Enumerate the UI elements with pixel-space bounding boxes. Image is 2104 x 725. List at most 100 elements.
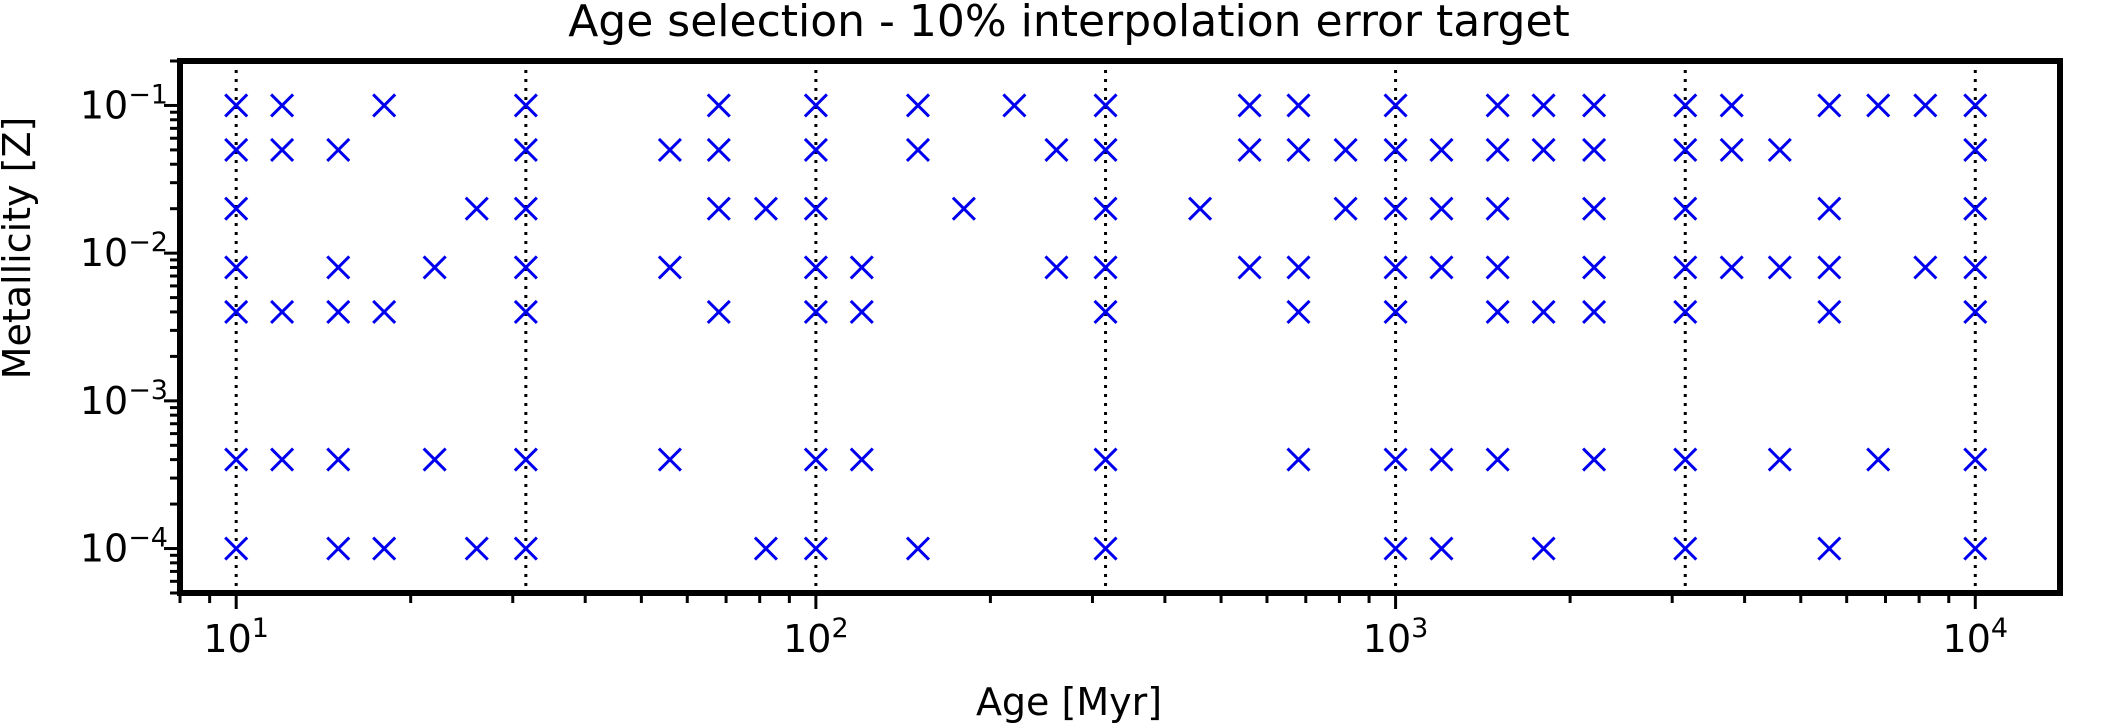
data-point-marker <box>1582 447 1607 472</box>
data-point-marker <box>513 447 538 472</box>
data-point-marker <box>753 196 778 221</box>
data-point-marker <box>513 536 538 561</box>
data-point-marker <box>1817 93 1842 118</box>
data-point-marker <box>1673 447 1698 472</box>
data-point-marker <box>803 299 828 324</box>
data-point-marker <box>1093 536 1118 561</box>
data-point-marker <box>513 137 538 162</box>
data-point-marker <box>905 137 931 162</box>
data-point-marker <box>1002 93 1027 118</box>
data-point-marker <box>513 299 538 324</box>
data-point-marker <box>1485 137 1510 162</box>
data-point-marker <box>224 255 249 280</box>
data-point-marker <box>1286 255 1311 280</box>
data-point-marker <box>1383 196 1408 221</box>
data-point-marker <box>1429 447 1454 472</box>
data-point-marker <box>1237 255 1262 280</box>
x-tick-label: 104 <box>1943 613 2009 661</box>
data-point-marker <box>1913 255 1938 280</box>
data-point-marker <box>1719 137 1744 162</box>
data-point-marker <box>1093 255 1118 280</box>
data-point-marker <box>1866 93 1891 118</box>
data-point-marker <box>372 93 397 118</box>
data-point-marker <box>1767 255 1792 280</box>
data-point-marker <box>753 536 778 561</box>
data-point-marker <box>1582 255 1607 280</box>
data-point-marker <box>270 137 295 162</box>
data-markers <box>224 93 1988 561</box>
data-point-marker <box>905 93 931 118</box>
data-point-marker <box>803 137 828 162</box>
data-point-marker <box>422 255 447 280</box>
major-ticks <box>164 103 1977 609</box>
data-point-marker <box>1093 93 1118 118</box>
data-point-marker <box>270 299 295 324</box>
data-point-marker <box>464 536 489 561</box>
data-point-marker <box>803 196 828 221</box>
data-point-marker <box>1673 536 1698 561</box>
data-point-marker <box>1093 196 1118 221</box>
x-tick-label: 103 <box>1363 613 1429 661</box>
data-point-marker <box>372 299 397 324</box>
y-tick-label: 10−2 <box>80 227 168 275</box>
data-point-marker <box>1963 299 1988 324</box>
y-tick-label: 10−4 <box>80 523 168 571</box>
data-point-marker <box>1429 196 1454 221</box>
data-point-marker <box>1673 299 1698 324</box>
data-point-marker <box>1963 137 1988 162</box>
data-point-marker <box>1286 93 1311 118</box>
data-point-marker <box>1913 93 1938 118</box>
minor-ticks <box>170 59 1951 603</box>
data-point-marker <box>1582 137 1607 162</box>
data-point-marker <box>1963 93 1988 118</box>
x-tick-label: 101 <box>203 613 269 661</box>
data-point-marker <box>1286 447 1311 472</box>
data-point-marker <box>513 196 538 221</box>
data-point-marker <box>422 447 447 472</box>
data-point-marker <box>1673 137 1698 162</box>
data-point-marker <box>1044 137 1069 162</box>
data-point-marker <box>1963 536 1988 561</box>
data-point-marker <box>1963 255 1988 280</box>
data-point-marker <box>1383 137 1408 162</box>
data-point-marker <box>1866 447 1891 472</box>
data-point-marker <box>1767 137 1792 162</box>
data-point-marker <box>1188 196 1213 221</box>
data-point-marker <box>1485 196 1510 221</box>
data-point-marker <box>1333 137 1358 162</box>
data-point-marker <box>1531 137 1556 162</box>
plot-area-frame <box>177 58 2063 596</box>
data-point-marker <box>1429 255 1454 280</box>
data-point-marker <box>1817 299 1842 324</box>
x-tick-label: 102 <box>783 613 849 661</box>
data-point-marker <box>372 536 397 561</box>
data-point-marker <box>1383 93 1408 118</box>
data-point-marker <box>905 536 931 561</box>
data-point-marker <box>803 447 828 472</box>
data-point-marker <box>1286 299 1311 324</box>
data-point-marker <box>1485 93 1510 118</box>
data-point-marker <box>1719 93 1744 118</box>
y-axis-label: Metallicity [Z] <box>0 117 39 380</box>
data-point-marker <box>803 536 828 561</box>
data-point-marker <box>1817 536 1842 561</box>
data-point-marker <box>951 196 976 221</box>
data-point-marker <box>326 447 351 472</box>
data-point-marker <box>1237 93 1262 118</box>
data-point-marker <box>657 255 682 280</box>
data-point-marker <box>1383 255 1408 280</box>
data-point-marker <box>706 196 731 221</box>
data-point-marker <box>849 447 874 472</box>
data-point-marker <box>849 255 874 280</box>
data-point-marker <box>1333 196 1358 221</box>
data-point-marker <box>224 93 249 118</box>
data-point-marker <box>513 255 538 280</box>
data-point-marker <box>1485 447 1510 472</box>
data-point-marker <box>657 137 682 162</box>
data-point-marker <box>1383 536 1408 561</box>
data-point-marker <box>1531 536 1556 561</box>
chart-title: Age selection - 10% interpolation error … <box>568 0 1570 47</box>
data-point-marker <box>1093 447 1118 472</box>
data-point-marker <box>706 299 731 324</box>
